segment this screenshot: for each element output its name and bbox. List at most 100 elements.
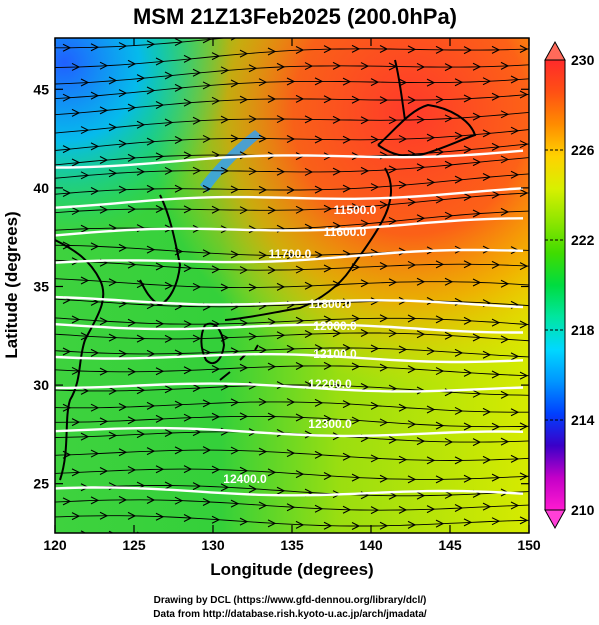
wind-arrow	[267, 519, 277, 528]
wind-arrow	[482, 407, 492, 416]
wind-arrow	[146, 495, 156, 504]
contour-line	[55, 353, 524, 364]
wind-arrow	[80, 171, 90, 180]
wind-arrow	[472, 158, 482, 167]
wind-arrow	[491, 422, 501, 431]
wind-arrow	[127, 465, 137, 474]
wind-arrow	[305, 541, 312, 548]
wind-arrow	[192, 282, 202, 291]
wind-arrow	[491, 45, 501, 54]
wind-arrow	[127, 153, 137, 162]
wind-arrow	[426, 133, 436, 142]
wind-arrow	[136, 74, 146, 83]
wind-arrow	[127, 59, 137, 68]
wind-arrow	[295, 265, 305, 274]
colorbar: 230 226 222 218 214 210	[544, 40, 595, 530]
wind-arrow	[136, 167, 146, 176]
streamline	[55, 210, 529, 231]
wind-arrow	[472, 333, 482, 342]
streamline	[55, 48, 529, 68]
wind-arrow	[435, 45, 445, 54]
wind-arrow	[183, 151, 193, 160]
wind-arrow	[211, 465, 221, 474]
wind-arrow	[220, 483, 230, 492]
wind-arrow	[202, 497, 212, 506]
wind-arrow	[258, 397, 268, 406]
wind-arrow	[510, 501, 520, 510]
contour-label: 12300.0	[308, 417, 352, 431]
streamline	[55, 157, 529, 179]
wind-arrow	[332, 61, 342, 70]
wind-arrow	[351, 362, 361, 371]
wind-arrow	[155, 152, 165, 161]
streamline	[55, 365, 529, 377]
wind-arrow	[398, 78, 408, 87]
wind-arrow	[323, 521, 333, 530]
wind-arrow	[62, 43, 72, 52]
wind-arrow	[388, 116, 398, 125]
wind-arrow	[435, 421, 445, 430]
wind-arrow	[454, 456, 464, 465]
wind-arrow	[472, 112, 482, 121]
wind-arrow	[239, 363, 249, 372]
x-tick-label: 135	[280, 537, 304, 553]
wind-arrow	[71, 366, 81, 375]
cold-region	[55, 38, 529, 533]
coast-korea	[139, 194, 182, 307]
wind-arrow	[118, 495, 128, 504]
wind-arrow	[211, 515, 221, 524]
wind-arrow	[351, 95, 361, 104]
wind-arrow	[407, 260, 417, 269]
streamline	[55, 298, 529, 308]
wind-arrow	[118, 349, 128, 358]
wind-arrow	[62, 145, 72, 154]
wind-arrow	[258, 251, 268, 260]
wind-arrow	[248, 283, 258, 292]
wind-arrow	[426, 456, 436, 465]
wind-arrow	[472, 62, 482, 71]
streamline	[55, 129, 529, 151]
wind-arrow	[267, 468, 277, 477]
wind-arrow	[351, 416, 361, 425]
wind-arrow	[379, 474, 389, 483]
wind-arrow	[491, 142, 501, 151]
wind-arrow	[259, 38, 260, 39]
wind-arrow	[370, 183, 380, 192]
wind-arrow	[416, 62, 426, 71]
wind-arrow	[71, 512, 81, 521]
wind-arrow	[472, 209, 482, 218]
contour-label: 11500.0	[334, 203, 377, 217]
wind-arrow	[332, 167, 342, 176]
wind-arrow	[286, 77, 296, 86]
colorbar-tick-label: 222	[571, 232, 595, 248]
wind-arrow	[388, 62, 398, 71]
wind-arrow	[491, 190, 501, 199]
wind-arrow	[388, 491, 398, 500]
wind-arrow	[388, 216, 398, 225]
wind-arrow	[435, 475, 445, 484]
wind-arrow	[183, 320, 193, 329]
credit-line-1: Drawing by DCL (https://www.gfd-dennou.o…	[154, 595, 427, 606]
wind-arrow	[463, 518, 473, 527]
wind-arrow	[71, 158, 81, 167]
wind-arrow	[444, 160, 454, 169]
wind-arrow	[230, 250, 240, 259]
wind-arrow	[426, 405, 436, 414]
wind-arrow	[202, 446, 212, 455]
wind-arrow	[407, 475, 417, 484]
wind-arrow	[108, 76, 118, 85]
wind-arrow	[230, 185, 240, 194]
wind-arrow	[379, 200, 389, 209]
wind-arrow	[491, 370, 501, 379]
wind-arrow	[398, 345, 408, 354]
wind-arrow	[435, 95, 445, 104]
plot-area: 11500.0 11600.0 11700.0 11800.0 12000.0 12100…	[55, 38, 529, 548]
wind-arrow	[463, 46, 473, 55]
wind-arrow	[332, 221, 342, 230]
wind-arrow	[370, 344, 380, 353]
y-tick-label: 45	[33, 81, 49, 97]
wind-arrow	[99, 417, 109, 426]
cyan-band	[200, 130, 262, 192]
wind-arrow	[500, 279, 510, 288]
wind-arrow	[62, 450, 72, 459]
